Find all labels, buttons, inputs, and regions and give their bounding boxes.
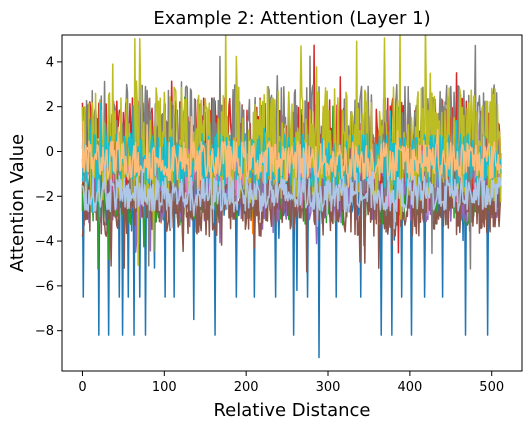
y-tick-label: −4: [35, 235, 54, 250]
chart-title: Example 2: Attention (Layer 1): [153, 8, 430, 29]
y-tick-label: 0: [46, 145, 54, 160]
series-line-11: [81, 116, 502, 198]
series-line-12: [81, 154, 502, 230]
y-tick-label: 4: [46, 55, 54, 70]
y-axis-title: Attention Value: [7, 134, 28, 272]
x-tick-label: 400: [397, 380, 422, 395]
plot-frame: [61, 34, 523, 372]
x-tick-label: 500: [479, 380, 504, 395]
y-axis: −8 −6 −4 −2 0 2 4: [35, 55, 62, 339]
x-tick-label: 200: [234, 380, 259, 395]
y-tick-label: −8: [35, 324, 54, 339]
x-axis-title: Relative Distance: [213, 400, 370, 421]
x-tick-label: 300: [316, 380, 341, 395]
y-tick-label: −2: [35, 190, 54, 205]
x-tick-label: 0: [78, 380, 86, 395]
y-tick-label: −6: [35, 279, 54, 294]
y-tick-label: 2: [46, 100, 54, 115]
x-tick-label: 100: [152, 380, 177, 395]
x-axis: 0 100 200 300 400 500: [78, 371, 504, 395]
